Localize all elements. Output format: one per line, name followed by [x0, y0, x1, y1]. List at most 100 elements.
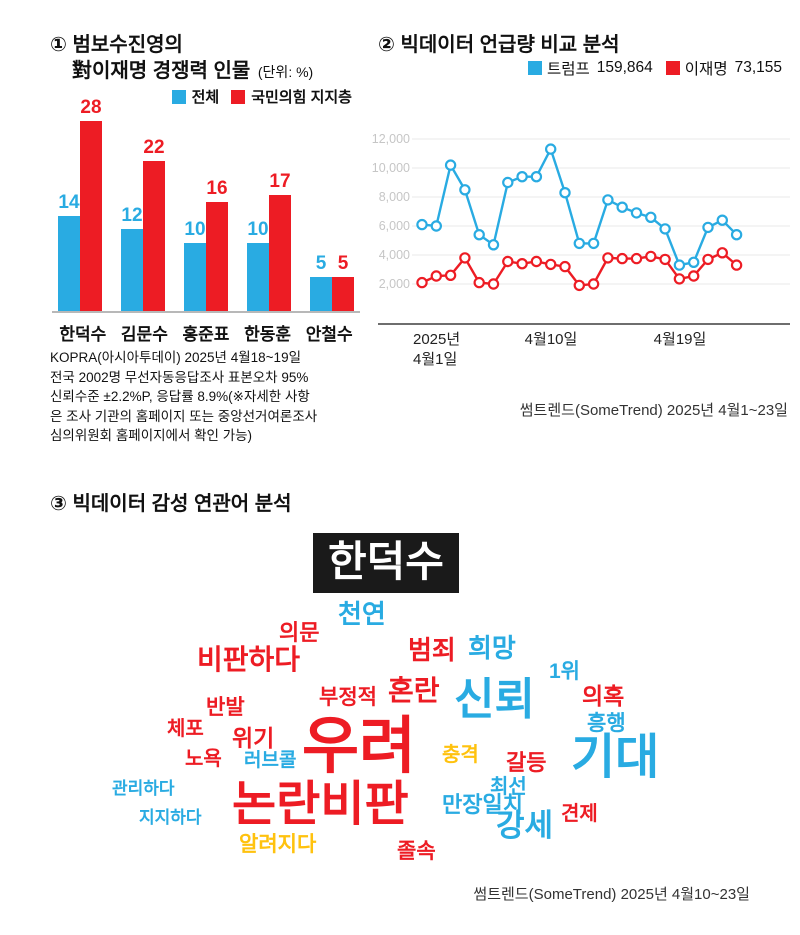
- cloud-word: 반발: [206, 696, 245, 719]
- cloud-word: 의문: [279, 620, 320, 645]
- data-point: [630, 252, 643, 265]
- data-point: [444, 159, 457, 171]
- data-point: [616, 252, 628, 265]
- data-point: [716, 214, 728, 226]
- cloud-word: 1위: [549, 660, 580, 683]
- cloud-center-word: 한덕수: [313, 533, 459, 593]
- x-tick-april1: 2025년 4월1일: [413, 330, 460, 370]
- legend-swatch-ppp: [231, 89, 246, 104]
- legend-label-ppp: 국민의힘 지지층: [251, 89, 352, 106]
- data-point: [459, 184, 471, 196]
- line-chart-svg: [412, 138, 790, 292]
- data-point: [516, 257, 528, 270]
- data-point: [616, 201, 628, 213]
- bar-value-label: 12: [121, 205, 143, 226]
- category-label: 김문수: [120, 325, 168, 344]
- bar: [310, 277, 332, 311]
- bar: [121, 229, 143, 311]
- section3-title: ③ 빅데이터 감성 연관어 분석: [50, 493, 292, 515]
- footnote-line: 심의위원회 홈페이지에서 확인 가능): [50, 428, 253, 443]
- data-point: [544, 258, 557, 271]
- bar-value-label: 5: [315, 253, 327, 274]
- cloud-word: 우려: [302, 712, 417, 781]
- data-point: [444, 269, 457, 281]
- data-point: [673, 259, 686, 271]
- data-point: [459, 252, 471, 264]
- x-tick-line: 4월1일: [413, 351, 458, 368]
- cloud-word: 부정적: [319, 686, 377, 709]
- data-point: [659, 223, 671, 235]
- footnote-line: 전국 2002명 무선자동응답조사 표본오차 95%: [50, 369, 309, 385]
- y-tick-label: 4,000: [378, 248, 410, 262]
- bar: [269, 195, 291, 311]
- section2-source: 썸트렌드(SomeTrend) 2025년 4월1~23일: [519, 402, 788, 419]
- bar-column: 28: [80, 98, 102, 311]
- cloud-word: 최선: [490, 776, 527, 798]
- legend-label-total: 전체: [191, 89, 220, 106]
- section2-title: ② 빅데이터 언급량 비교 분석: [378, 34, 620, 56]
- bar-column: 10: [184, 220, 206, 311]
- bar-column: 5: [332, 254, 354, 311]
- data-point: [645, 211, 657, 224]
- y-tick-label: 8,000: [378, 190, 410, 204]
- bar: [143, 161, 165, 311]
- cloud-word: 알려지다: [239, 833, 317, 856]
- cloud-word: 논란비판: [232, 778, 409, 831]
- data-point: [502, 176, 514, 189]
- y-tick-label: 10,000: [371, 161, 410, 175]
- y-tick-label: 2,000: [378, 277, 410, 291]
- bar-value-label: 16: [206, 178, 228, 199]
- cloud-word: 기대: [571, 731, 660, 784]
- section1-unit-label: (단위: %): [257, 64, 314, 80]
- bar: [80, 121, 102, 311]
- legend-value-leejaemyung: 73,155: [734, 59, 782, 76]
- data-point: [645, 250, 657, 263]
- cloud-word: 흥행: [587, 712, 626, 735]
- survey-footnote: KOPRA(아시아투데이) 2025년 4월18~19일 전국 2002명 무선…: [50, 348, 372, 446]
- cloud-word: 충격: [442, 744, 479, 766]
- footnote-line: 은 조사 기관의 홈페이지 또는 중앙선거여론조사: [50, 408, 318, 424]
- bar-column: 5: [310, 254, 332, 311]
- bar-column: 14: [58, 193, 80, 311]
- data-point: [502, 255, 514, 268]
- data-point: [544, 143, 557, 155]
- data-point: [630, 207, 643, 219]
- data-point: [473, 276, 485, 289]
- data-point: [530, 255, 543, 268]
- legend-value-trump: 159,864: [596, 59, 653, 76]
- cloud-word: 의혹: [582, 683, 625, 709]
- bar: [206, 202, 228, 311]
- y-tick-label: 6,000: [378, 219, 410, 233]
- footnote-line: 신뢰수준 ±2.2%P, 응답률 8.9%(※자세한 사항: [50, 389, 310, 404]
- data-point: [430, 270, 442, 282]
- cloud-word: 관리하다: [112, 779, 175, 798]
- bar: [332, 277, 354, 311]
- data-point: [688, 270, 700, 282]
- bar-group: 12 22: [121, 138, 165, 311]
- cloud-word: 범죄: [408, 635, 456, 665]
- data-point: [487, 239, 500, 251]
- bar-chart-legend: 전체 국민의힘 지지층: [55, 86, 358, 107]
- bar-group: 10 16: [184, 179, 228, 311]
- data-point: [602, 252, 614, 264]
- legend-swatch-total: [171, 89, 186, 104]
- cloud-word: 갈등: [506, 750, 547, 775]
- data-point: [573, 237, 585, 250]
- bar-group: 10 17: [247, 172, 291, 311]
- bar: [247, 243, 269, 311]
- section1-title-line2: 對이재명 경쟁력 인물 (단위: %): [72, 54, 313, 83]
- bar-value-label: 14: [58, 192, 80, 213]
- bar-value-label: 10: [247, 219, 269, 240]
- data-point: [587, 278, 600, 290]
- section1-title-main: 對이재명 경쟁력 인물: [72, 60, 251, 82]
- legend-label-leejaemyung: 이재명: [684, 61, 728, 78]
- cloud-word: 희망: [468, 633, 516, 663]
- cloud-word: 신뢰: [454, 675, 535, 724]
- cloud-word: 비판하다: [197, 644, 301, 675]
- data-point: [673, 273, 686, 285]
- data-point: [702, 253, 714, 266]
- data-point: [716, 247, 728, 259]
- data-point: [659, 253, 671, 266]
